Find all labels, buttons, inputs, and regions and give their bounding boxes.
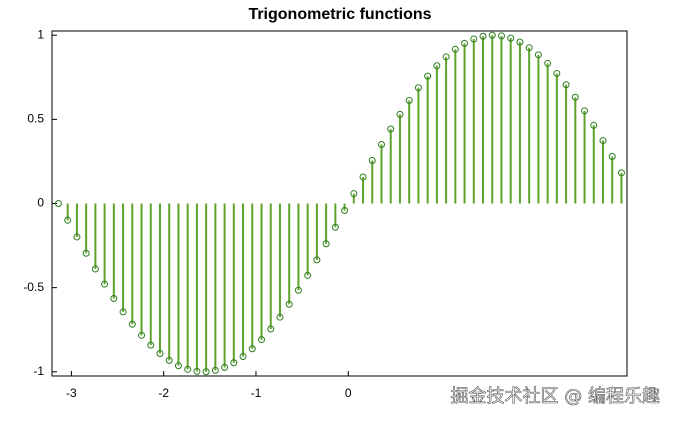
plot-frame [51, 30, 628, 377]
stem-marker [608, 152, 616, 160]
y-tick-label: -0.5 [23, 280, 44, 294]
stem-marker [165, 356, 173, 364]
stem-marker [91, 265, 99, 273]
stem-marker [590, 121, 598, 129]
x-tick-label: -2 [158, 386, 169, 400]
stem-marker [396, 110, 404, 118]
stem-marker [359, 173, 367, 181]
stem-marker [267, 325, 275, 333]
stem-marker [341, 207, 349, 215]
stem-marker [239, 353, 247, 361]
x-tick-label: 0 [345, 386, 352, 400]
x-tick-label: -3 [66, 386, 77, 400]
stem-marker [553, 69, 561, 77]
y-tick-label: 0 [37, 196, 44, 210]
stem-marker [294, 286, 302, 294]
stem-marker [442, 53, 450, 61]
stem-marker [599, 137, 607, 145]
stem-marker [461, 39, 469, 47]
stem-marker [562, 81, 570, 89]
stem-marker [414, 84, 422, 92]
stem-marker [64, 216, 72, 224]
stem-marker [230, 359, 238, 367]
stem-marker [101, 280, 109, 288]
stem-marker [202, 368, 210, 376]
stem-marker [119, 308, 127, 316]
stem-marker [211, 366, 219, 374]
stem-marker [479, 32, 487, 40]
stem-marker [507, 34, 515, 42]
stem-marker [368, 157, 376, 165]
stem-marker [516, 38, 524, 46]
stem-marker [497, 32, 505, 40]
stem-marker [617, 169, 625, 177]
stem-marker [433, 62, 441, 70]
stem-marker [110, 295, 118, 303]
stem-marker [82, 249, 90, 257]
stem-marker [156, 349, 164, 357]
stem-marker [221, 363, 229, 371]
stem-marker [138, 331, 146, 339]
stem-marker [322, 240, 330, 248]
x-tick-label: -1 [251, 386, 262, 400]
stem-marker [73, 233, 81, 241]
stem-marker [276, 313, 284, 321]
stem-marker [525, 44, 533, 52]
stem-marker [184, 365, 192, 373]
y-tick-label: 1 [37, 27, 44, 41]
stem-marker [424, 72, 432, 80]
stem-marker [350, 190, 358, 198]
stem-marker [147, 341, 155, 349]
stem-marker [451, 45, 459, 53]
stem-marker [405, 97, 413, 105]
stem-marker [544, 59, 552, 67]
stem-marker [488, 31, 496, 39]
stem-marker [54, 200, 62, 207]
y-tick-label: 0.5 [27, 112, 44, 126]
y-tick-label: -1 [33, 364, 44, 378]
stem-marker [571, 93, 579, 101]
stem-marker [581, 107, 589, 115]
stem-marker [377, 140, 385, 148]
stem-marker [313, 256, 321, 264]
stem-marker [331, 223, 339, 231]
stem-marker [258, 336, 266, 344]
stem-marker [174, 362, 182, 370]
stem-marker [248, 345, 256, 353]
watermark: 掘金技术社区 @ 编程乐趣 [451, 386, 660, 407]
stem-marker [285, 300, 293, 308]
stem-marker [193, 367, 201, 375]
stem-marker [387, 125, 395, 133]
stem-marker [128, 320, 136, 328]
stem-marker [470, 35, 478, 43]
stem-marker [304, 271, 312, 279]
stem-marker [534, 51, 542, 59]
chart-title: Trigonometric functions [248, 6, 431, 23]
